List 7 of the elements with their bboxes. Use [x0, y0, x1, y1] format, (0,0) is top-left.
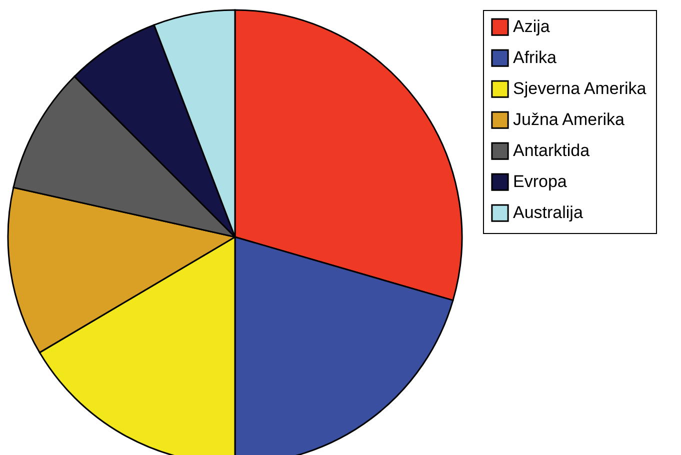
legend-label: Južna Amerika [513, 110, 626, 129]
legend-label: Sjeverna Amerika [513, 79, 647, 98]
legend-label: Antarktida [513, 141, 590, 160]
legend-label: Afrika [513, 48, 557, 67]
legend-label: Australija [513, 203, 584, 222]
legend-label: Evropa [513, 172, 568, 191]
legend-label: Azija [513, 17, 550, 36]
